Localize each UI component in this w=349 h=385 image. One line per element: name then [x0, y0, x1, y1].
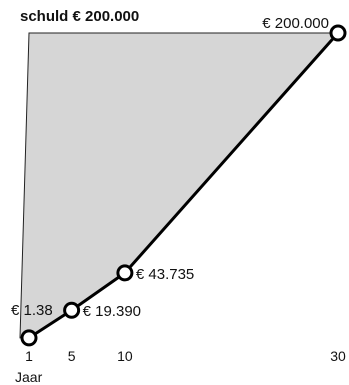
series-line: [28, 32, 340, 340]
data-point-marker: [63, 301, 81, 319]
data-point-marker: [20, 329, 38, 347]
chart-title: schuld € 200.000: [20, 8, 139, 25]
data-point-marker: [329, 24, 347, 42]
x-axis-label: Jaar: [15, 369, 43, 385]
x-tick-label: 10: [117, 348, 133, 364]
x-tick-label: 1: [25, 348, 33, 364]
data-point-marker: [116, 264, 134, 282]
data-point-label: € 1.38: [11, 302, 53, 319]
point-labels: € 1.38 € 19.390 € 43.735 € 200.000: [11, 15, 329, 320]
data-point-label: € 200.000: [262, 15, 329, 32]
point-markers: [20, 24, 347, 347]
x-tick-label: 5: [68, 348, 76, 364]
x-tick-label: 30: [330, 348, 346, 364]
x-axis-ticks: 1 5 10 30: [25, 348, 346, 364]
area-fill: [19, 32, 340, 339]
data-point-label: € 19.390: [83, 303, 141, 320]
data-point-label: € 43.735: [136, 266, 194, 283]
